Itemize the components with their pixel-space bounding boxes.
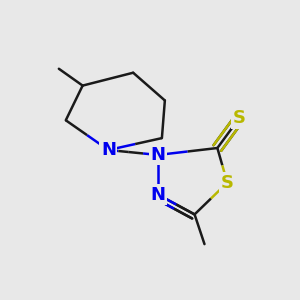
Text: N: N [101, 141, 116, 159]
Text: S: S [233, 109, 246, 127]
Text: N: N [150, 186, 165, 204]
Text: S: S [221, 174, 234, 192]
Text: N: N [150, 146, 165, 164]
